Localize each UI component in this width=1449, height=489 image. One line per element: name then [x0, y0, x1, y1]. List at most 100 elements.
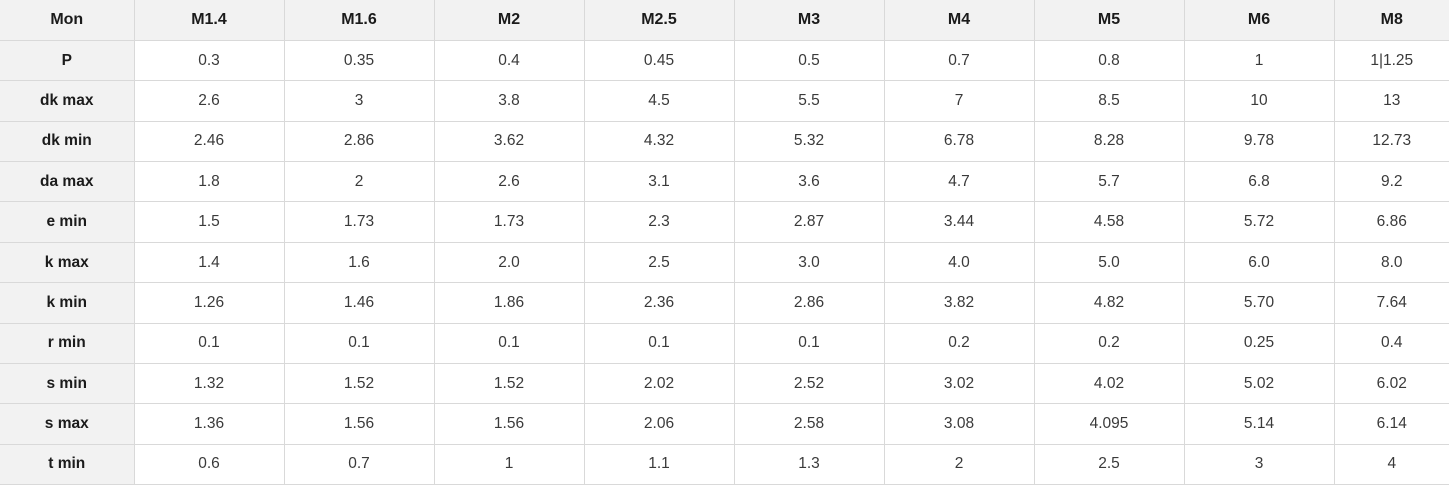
table-cell: 6.86: [1333, 201, 1449, 243]
table-cell: 1.26: [133, 282, 285, 324]
table-row: k min 1.26 1.46 1.86 2.36 2.86 3.82 4.82 5.70 7.6…: [0, 282, 1449, 324]
table-cell: 1.73: [433, 201, 585, 243]
table-cell: 4.82: [1033, 282, 1185, 324]
table-cell: 0.1: [433, 322, 585, 365]
table-cell: 12.73: [1333, 120, 1449, 163]
table-cell: 1.56: [433, 403, 585, 445]
table-cell: 5.02: [1183, 363, 1335, 405]
table-cell: 1.46: [283, 282, 435, 324]
table-cell: 2.52: [733, 363, 885, 405]
table-cell: 2.6: [133, 80, 285, 122]
table-cell: 0.7: [283, 443, 435, 486]
table-cell: 2.87: [733, 201, 885, 243]
table-cell: 2: [283, 161, 435, 203]
table-cell: 8.5: [1033, 80, 1185, 122]
table-cell: 5.70: [1183, 282, 1335, 324]
column-header: M3: [733, 0, 885, 41]
table-cell: 0.4: [1333, 322, 1449, 365]
table-cell: 7: [883, 80, 1035, 122]
column-header: M4: [883, 0, 1035, 41]
table-cell: 1.86: [433, 282, 585, 324]
table-cell: 4.02: [1033, 363, 1185, 405]
table-cell: 2.46: [133, 120, 285, 163]
column-header: M6: [1183, 0, 1335, 41]
table-cell: 6.0: [1183, 241, 1335, 284]
table-cell: 6.8: [1183, 161, 1335, 203]
column-header: M1.4: [133, 0, 285, 41]
table-cell: 3.02: [883, 363, 1035, 405]
row-label: e min: [0, 201, 135, 243]
table-cell: 1.6: [283, 241, 435, 284]
table-cell: 1|1.25: [1333, 40, 1449, 82]
table-cell: 2.5: [1033, 443, 1185, 486]
table-cell: 5.0: [1033, 241, 1185, 284]
table-cell: 1.36: [133, 403, 285, 445]
table-row: e min 1.5 1.73 1.73 2.3 2.87 3.44 4.58 5.72 6.86: [0, 201, 1449, 243]
table-row: s max 1.36 1.56 1.56 2.06 2.58 3.08 4.095 5.14 6.…: [0, 403, 1449, 445]
table-cell: 0.35: [283, 40, 435, 82]
table-row: t min 0.6 0.7 1 1.1 1.3 2 2.5 3 4: [0, 443, 1449, 486]
table-cell: 0.5: [733, 40, 885, 82]
table-cell: 3: [283, 80, 435, 122]
table-cell: 1.4: [133, 241, 285, 284]
table-cell: 1.73: [283, 201, 435, 243]
table-cell: 0.4: [433, 40, 585, 82]
table-row: da max 1.8 2 2.6 3.1 3.6 4.7 5.7 6.8 9.2: [0, 161, 1449, 203]
row-label: da max: [0, 161, 135, 203]
table-cell: 6.78: [883, 120, 1035, 163]
table-cell: 7.64: [1333, 282, 1449, 324]
column-header: M2.5: [583, 0, 735, 41]
table-cell: 0.8: [1033, 40, 1185, 82]
row-label: t min: [0, 443, 135, 486]
table-cell: 2.02: [583, 363, 735, 405]
table-cell: 5.7: [1033, 161, 1185, 203]
table-cell: 5.72: [1183, 201, 1335, 243]
table-cell: 8.0: [1333, 241, 1449, 284]
table-cell: 9.2: [1333, 161, 1449, 203]
table-cell: 1.52: [433, 363, 585, 405]
row-label: r min: [0, 322, 135, 365]
row-label: dk min: [0, 120, 135, 163]
table-cell: 0.1: [583, 322, 735, 365]
table-cell: 3.0: [733, 241, 885, 284]
table-cell: 4.7: [883, 161, 1035, 203]
row-label: s max: [0, 403, 135, 445]
table-cell: 2.5: [583, 241, 735, 284]
table-cell: 2.86: [283, 120, 435, 163]
table-row: r min 0.1 0.1 0.1 0.1 0.1 0.2 0.2 0.25 0.4: [0, 322, 1449, 365]
table-cell: 5.5: [733, 80, 885, 122]
table-cell: 3.62: [433, 120, 585, 163]
row-label: k min: [0, 282, 135, 324]
table-cell: 4.0: [883, 241, 1035, 284]
header-row: Mon M1.4 M1.6 M2 M2.5 M3 M4 M5 M6 M8: [0, 0, 1449, 41]
corner-header: Mon: [0, 0, 135, 41]
table-cell: 4.58: [1033, 201, 1185, 243]
table-cell: 1.1: [583, 443, 735, 486]
table-cell: 13: [1333, 80, 1449, 122]
table-cell: 2: [883, 443, 1035, 486]
table-cell: 1.32: [133, 363, 285, 405]
column-header: M5: [1033, 0, 1185, 41]
table-row: s min 1.32 1.52 1.52 2.02 2.52 3.02 4.02 5.02 6.0…: [0, 363, 1449, 405]
table-cell: 4.32: [583, 120, 735, 163]
table-cell: 3.82: [883, 282, 1035, 324]
table-cell: 4.095: [1033, 403, 1185, 445]
table-body: P 0.3 0.35 0.4 0.45 0.5 0.7 0.8 1 1|1.25 dk max 2.6…: [0, 40, 1449, 486]
table-cell: 1.5: [133, 201, 285, 243]
table-cell: 2.3: [583, 201, 735, 243]
table-cell: 4: [1333, 443, 1449, 486]
table-cell: 9.78: [1183, 120, 1335, 163]
row-label: P: [0, 40, 135, 82]
table-row: dk max 2.6 3 3.8 4.5 5.5 7 8.5 10 13: [0, 80, 1449, 122]
table-cell: 3.44: [883, 201, 1035, 243]
table-cell: 0.45: [583, 40, 735, 82]
table-cell: 0.25: [1183, 322, 1335, 365]
table-cell: 0.6: [133, 443, 285, 486]
table-cell: 0.2: [1033, 322, 1185, 365]
table-cell: 3.6: [733, 161, 885, 203]
table-cell: 0.3: [133, 40, 285, 82]
table-cell: 0.1: [733, 322, 885, 365]
table-cell: 0.1: [133, 322, 285, 365]
